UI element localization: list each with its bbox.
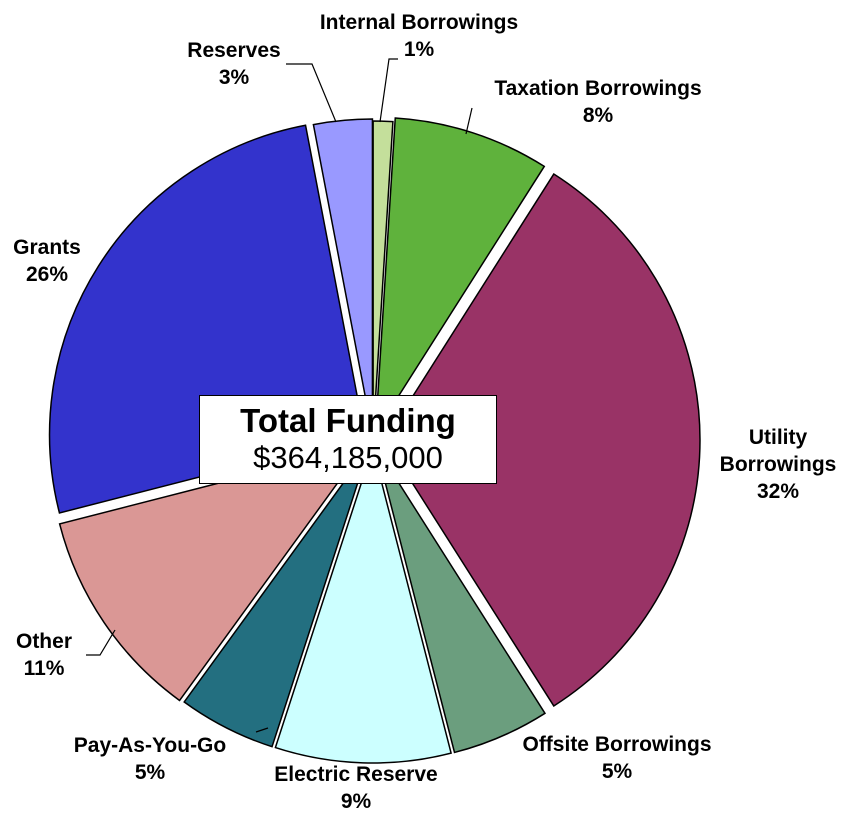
label-electric-reserve: Electric Reserve 9% xyxy=(274,763,437,813)
pie-slice-utility-borrowings xyxy=(384,173,701,707)
pie-slice-pay-as-you-go xyxy=(183,446,371,748)
label-other: Other 11% xyxy=(16,630,72,680)
leader-line-reserves xyxy=(286,63,337,123)
total-funding-title: Total Funding xyxy=(240,402,456,439)
pie-slice-offsite-borrowings xyxy=(375,446,546,754)
label-grants: Grants 26% xyxy=(13,236,81,286)
label-taxation-borrowings: Taxation Borrowings 8% xyxy=(494,77,701,127)
pie-slice-taxation-borrowings xyxy=(374,117,546,433)
leader-lines xyxy=(86,58,473,733)
leader-line-other xyxy=(86,629,116,656)
pie-slice-electric-reserve xyxy=(274,445,452,764)
pie-slice-other xyxy=(58,444,367,702)
leader-line-pay-as-you-go xyxy=(255,727,269,733)
leader-line-taxation-borrowings xyxy=(465,107,473,135)
slice-labels: Internal Borrowings 1% Taxation Borrowings… xyxy=(13,11,836,813)
label-offsite-borrowings: Offsite Borrowings 5% xyxy=(522,733,711,783)
leader-line-internal-borrowings xyxy=(379,58,398,123)
total-funding-box: Total Funding $364,185,000 xyxy=(199,395,497,484)
pie-slice-reserves xyxy=(312,118,374,435)
label-pay-as-you-go: Pay-As-You-Go 5% xyxy=(74,734,226,784)
label-reserves: Reserves 3% xyxy=(187,39,280,89)
total-funding-value: $364,185,000 xyxy=(253,440,443,475)
label-internal-borrowings: Internal Borrowings 1% xyxy=(320,11,518,61)
label-utility-borrowings: Utility Borrowings 32% xyxy=(720,426,837,503)
